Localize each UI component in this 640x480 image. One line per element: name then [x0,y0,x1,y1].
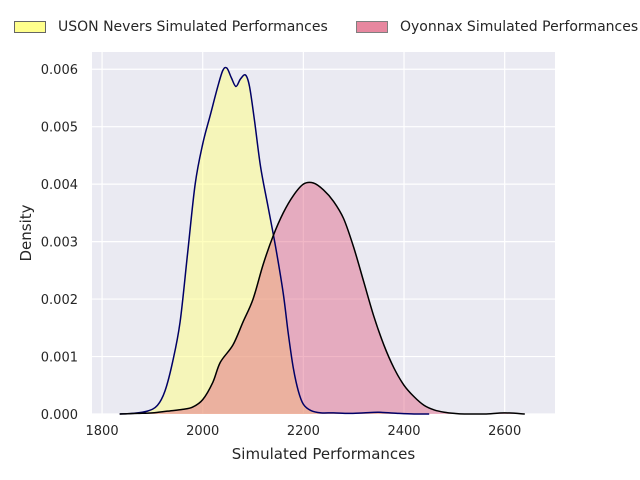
legend-item-uson-nevers: USON Nevers Simulated Performances [14,19,328,35]
x-tick-label: 2400 [387,424,420,439]
x-tick-label: 2000 [186,424,219,439]
plot-background [92,52,555,414]
density-line-oyonnax [119,181,525,415]
density-line-uson-nevers [119,66,430,415]
y-tick-label: 0.000 [41,408,78,423]
density-lines [119,66,525,415]
legend-label-oyonnax: Oyonnax Simulated Performances [400,19,639,35]
y-tick-label: 0.006 [41,63,78,78]
legend: USON Nevers Simulated Performances Oyonn… [0,19,640,43]
x-axis-label: Simulated Performances [232,445,416,463]
x-tick-label: 2600 [488,424,521,439]
y-tick-label: 0.003 [41,236,78,251]
density-area-oyonnax [119,182,525,414]
y-tick-label: 0.002 [41,293,78,308]
y-axis-label: Density [17,204,35,261]
y-tick-label: 0.005 [41,121,78,136]
legend-swatch-oyonnax [356,21,388,33]
y-tick-label: 0.004 [41,178,78,193]
y-tick-label: 0.001 [41,351,78,366]
legend-label-uson-nevers: USON Nevers Simulated Performances [58,19,328,35]
x-tick-label: 2200 [287,424,320,439]
x-tick-label: 1800 [86,424,119,439]
y-tick-labels: 0.000 0.001 0.002 0.003 0.004 0.005 0.006 [41,63,78,423]
legend-swatch-uson-nevers [14,21,46,33]
legend-item-oyonnax: Oyonnax Simulated Performances [356,19,638,35]
x-tick-labels: 1800 2000 2200 2400 2600 [86,424,522,439]
